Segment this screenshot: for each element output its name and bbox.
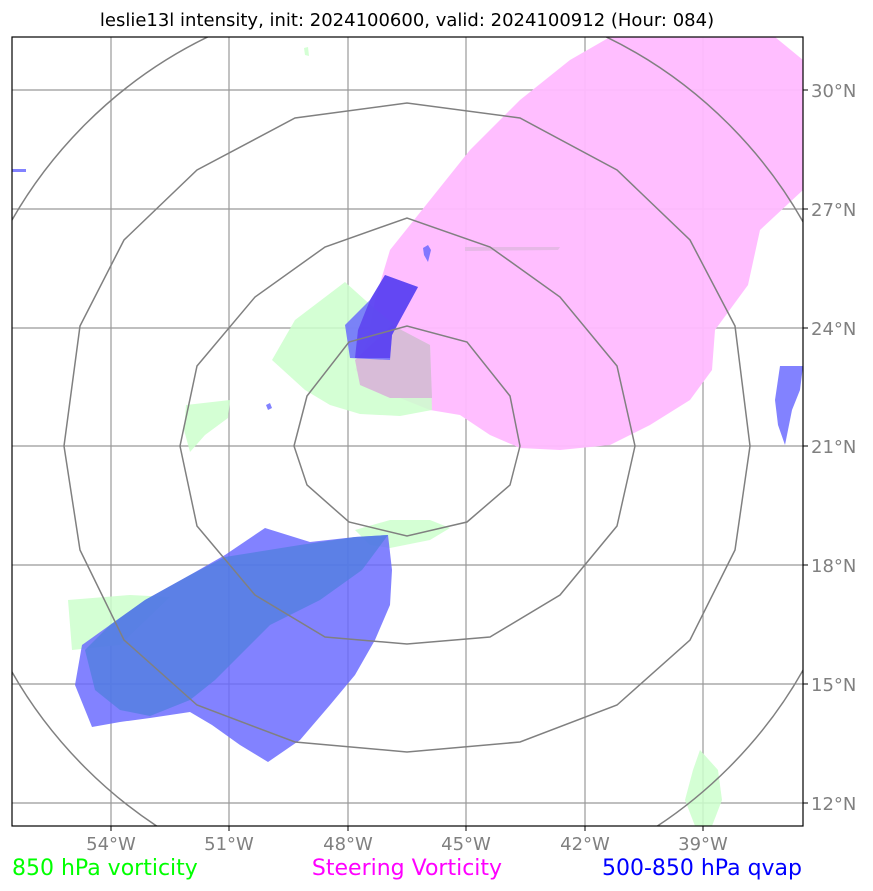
lat-label-18n: 18°N [811,556,856,577]
lon-label-45w: 45°W [441,834,491,855]
legend-850-vorticity: 850 hPa vorticity [12,856,198,881]
longitude-labels: 54°W 51°W 48°W 45°W 42°W 39°W [86,834,728,855]
steering-vorticity-region [355,37,803,450]
latitude-labels: 30°N 27°N 24°N 21°N 18°N 15°N 12°N [811,81,856,815]
map-title: leslie13l intensity, init: 2024100600, v… [100,10,714,31]
lat-label-21n: 21°N [811,437,856,458]
legend: 850 hPa vorticity Steering Vorticity 500… [12,856,802,881]
lat-label-15n: 15°N [811,675,856,696]
lat-label-12n: 12°N [811,794,856,815]
legend-steering-vorticity: Steering Vorticity [312,856,502,881]
lat-label-27n: 27°N [811,200,856,221]
qvap-overlap-green [85,535,388,716]
map-frame [11,36,804,827]
qvap-small-spot-1 [423,245,431,262]
qvap-east-region [775,366,803,445]
qvap-overlap-dark [355,275,418,358]
qvap-small-spot-2 [266,403,272,410]
vorticity-850-north [304,47,309,56]
tick-marks [110,89,808,831]
qvap-small-spot-3 [12,169,26,172]
lon-label-39w: 39°W [678,834,728,855]
lat-label-30n: 30°N [811,81,856,102]
vorticity-850-west [184,400,230,452]
vorticity-850-southeast [685,750,722,826]
lon-label-54w: 54°W [86,834,136,855]
steering-vorticity-streak [465,247,560,251]
range-ring-1 [293,325,521,537]
lon-label-48w: 48°W [323,834,373,855]
lon-label-42w: 42°W [560,834,610,855]
lon-label-51w: 51°W [204,834,254,855]
lat-label-24n: 24°N [811,319,856,340]
range-ring-2 [179,217,636,645]
legend-qvap: 500-850 hPa qvap [602,856,802,881]
range-ring-3 [63,102,751,753]
